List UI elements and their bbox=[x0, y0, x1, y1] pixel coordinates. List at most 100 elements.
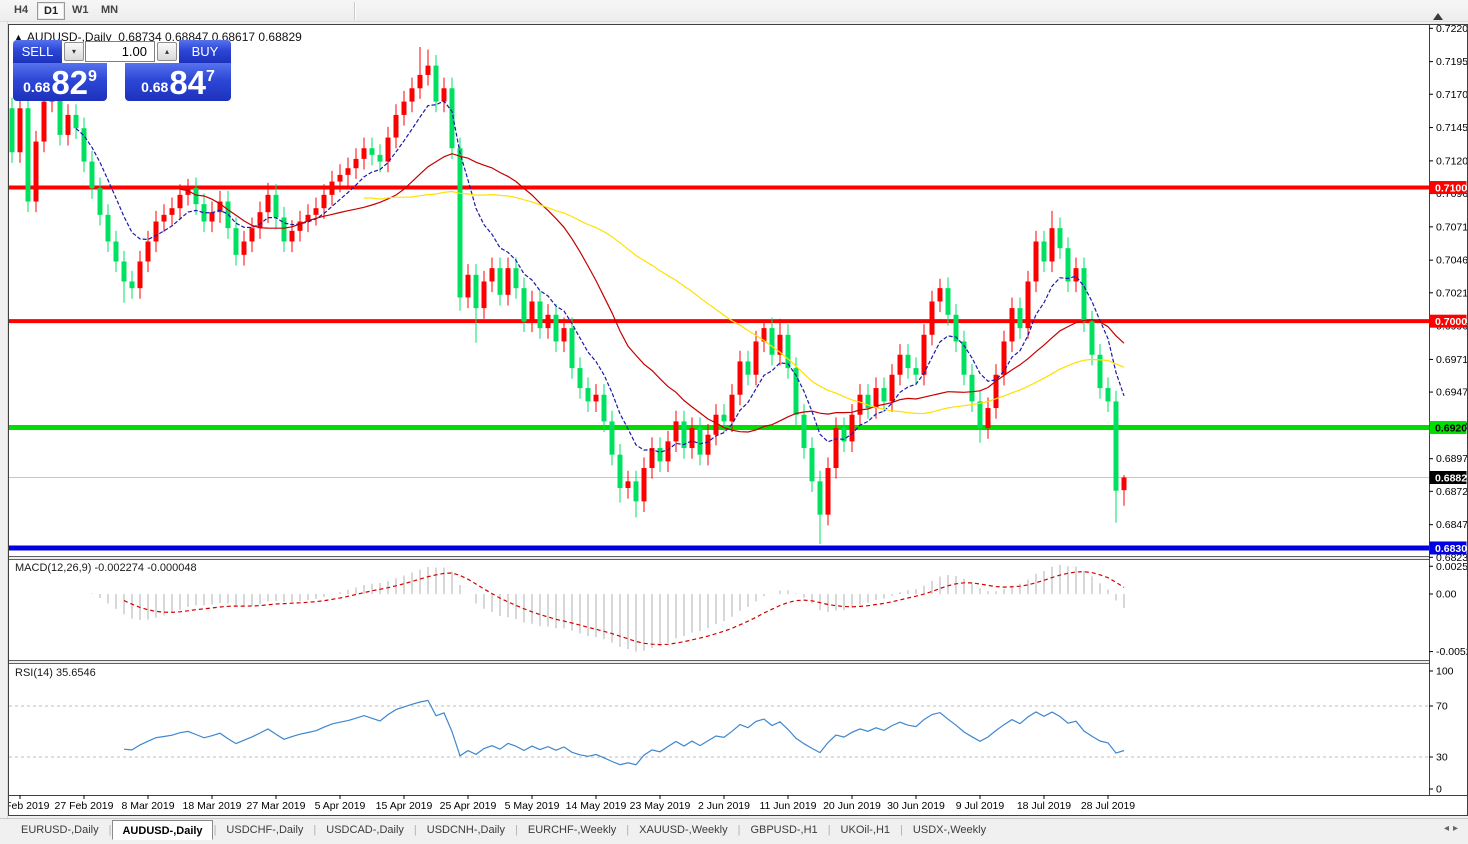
tabs-scroll-left-icon[interactable]: ◂ bbox=[1443, 823, 1453, 834]
svg-text:100: 100 bbox=[1436, 666, 1454, 678]
sell-price-big: 82 bbox=[51, 64, 89, 101]
window-left-edge bbox=[0, 22, 8, 840]
volume-decrease-button[interactable]: ▾ bbox=[64, 42, 84, 61]
svg-text:25 Apr 2019: 25 Apr 2019 bbox=[440, 800, 497, 812]
svg-text:30: 30 bbox=[1436, 752, 1448, 764]
sell-price-prefix: 0.68 bbox=[23, 79, 51, 95]
current-price-label bbox=[1429, 470, 1467, 484]
chart-tab-usdchfdaily[interactable]: USDCHF-,Daily bbox=[226, 824, 304, 836]
tab-separator: | bbox=[827, 824, 831, 836]
timeframe-toolbar: H4 D1 W1 MN bbox=[0, 0, 1468, 22]
tab-separator: | bbox=[626, 824, 630, 836]
svg-text:0.71455: 0.71455 bbox=[1436, 122, 1467, 134]
buy-price-button[interactable]: 0.68 84 7 bbox=[125, 63, 231, 101]
buy-price-prefix: 0.68 bbox=[141, 79, 169, 95]
hline-label-support-green bbox=[1429, 421, 1467, 435]
chart-area: 0.722000.719500.717050.714550.712050.709… bbox=[8, 24, 1468, 816]
timeframe-button-w1[interactable]: W1 bbox=[72, 4, 89, 16]
svg-text:27 Feb 2019: 27 Feb 2019 bbox=[55, 800, 114, 812]
chart-tab-audusddaily[interactable]: AUDUSD-,Daily bbox=[112, 820, 213, 840]
svg-text:0.68725: 0.68725 bbox=[1436, 486, 1467, 498]
svg-text:0.68230: 0.68230 bbox=[1436, 552, 1467, 564]
svg-text:0: 0 bbox=[1436, 784, 1442, 796]
svg-text:0.70215: 0.70215 bbox=[1436, 287, 1467, 299]
svg-text:0.71705: 0.71705 bbox=[1436, 89, 1467, 101]
hline-label-resistance-2 bbox=[1429, 314, 1467, 328]
timeframe-button-h4[interactable]: H4 bbox=[14, 4, 29, 16]
slow-ma-yellow bbox=[364, 190, 1125, 415]
timeframe-button-mn[interactable]: MN bbox=[101, 4, 119, 16]
svg-text:0.68829: 0.68829 bbox=[1435, 472, 1467, 484]
chart-tab-usdcnhdaily[interactable]: USDCNH-,Daily bbox=[426, 824, 505, 836]
tab-separator: | bbox=[213, 824, 217, 836]
svg-text:0.69204: 0.69204 bbox=[1435, 422, 1467, 434]
svg-text:8 Mar 2019: 8 Mar 2019 bbox=[121, 800, 174, 812]
chart-tab-eurusddaily[interactable]: EURUSD-,Daily bbox=[21, 824, 99, 836]
rsi-line bbox=[123, 699, 1125, 766]
svg-text:18 Mar 2019: 18 Mar 2019 bbox=[183, 800, 242, 812]
macd-indicator-label: MACD(12,26,9) -0.002274 -0.000048 bbox=[15, 562, 197, 574]
svg-text:0.002522: 0.002522 bbox=[1436, 561, 1467, 573]
candles-layer bbox=[9, 46, 1127, 544]
svg-text:14 May 2019: 14 May 2019 bbox=[566, 800, 627, 812]
chart-tabs-bar: EURUSD-,Daily | AUDUSD-,Daily | USDCHF-,Dail… bbox=[0, 818, 1468, 840]
axis-layer: 0.722000.719500.717050.714550.712050.709… bbox=[9, 25, 1467, 812]
svg-text:18 Feb 2019: 18 Feb 2019 bbox=[9, 800, 50, 812]
tab-separator: | bbox=[515, 824, 518, 836]
svg-text:0.71005: 0.71005 bbox=[1435, 182, 1467, 194]
mid-ma-red bbox=[179, 153, 1125, 433]
chart-tab-ukoilh1[interactable]: UKOil-,H1 bbox=[840, 824, 891, 836]
chart-tab-xauusdweekly[interactable]: XAUUSD-,Weekly bbox=[639, 824, 728, 836]
svg-text:70: 70 bbox=[1436, 701, 1448, 713]
svg-text:0.00: 0.00 bbox=[1436, 589, 1457, 601]
hline-label-support-blue bbox=[1429, 541, 1467, 555]
svg-text:0.70002: 0.70002 bbox=[1435, 316, 1467, 328]
chart-tab-usdxweekly[interactable]: USDX-,Weekly bbox=[912, 824, 987, 836]
hline-label-resistance-1 bbox=[1429, 181, 1467, 195]
tab-separator: | bbox=[413, 824, 417, 836]
chart-tab-gbpusdh1[interactable]: GBPUSD-,H1 bbox=[750, 824, 818, 836]
tab-separator: | bbox=[108, 824, 112, 836]
toolbar-separator bbox=[354, 2, 356, 20]
window-bottom-edge bbox=[0, 840, 1468, 844]
rsi-indicator-label: RSI(14) 35.6546 bbox=[15, 667, 96, 679]
moving-average-layer bbox=[75, 100, 1125, 453]
sell-price-button[interactable]: 0.68 82 9 bbox=[13, 63, 107, 101]
svg-text:0.68475: 0.68475 bbox=[1436, 519, 1467, 531]
svg-text:11 Jun 2019: 11 Jun 2019 bbox=[759, 800, 816, 812]
macd-signal-line bbox=[123, 571, 1125, 646]
tab-separator: | bbox=[737, 824, 741, 836]
svg-text:18 Jul 2019: 18 Jul 2019 bbox=[1017, 800, 1071, 812]
hline-layer bbox=[9, 185, 1429, 551]
buy-price-pip: 7 bbox=[206, 68, 215, 85]
one-click-trade-panel: SELL ▾ 1.00 ▴ BUY 0.68 82 9 0.68 84 7 bbox=[13, 40, 231, 101]
chart-tab-eurchfweekly[interactable]: EURCHF-,Weekly bbox=[527, 824, 617, 836]
svg-text:-0.005234: -0.005234 bbox=[1436, 646, 1467, 658]
svg-text:0.69715: 0.69715 bbox=[1436, 354, 1467, 366]
symbol-marker-icon: ▲ bbox=[14, 32, 23, 42]
svg-text:23 May 2019: 23 May 2019 bbox=[630, 800, 691, 812]
volume-input[interactable]: 1.00 bbox=[85, 41, 155, 62]
chart-tab-usdcaddaily[interactable]: USDCAD-,Daily bbox=[326, 824, 404, 836]
svg-text:28 Jul 2019: 28 Jul 2019 bbox=[1081, 800, 1135, 812]
timeframe-button-d1[interactable]: D1 bbox=[37, 2, 66, 20]
indicator-layer bbox=[91, 565, 1125, 766]
tabs-scroll-arrows[interactable]: ◂▸ bbox=[1444, 823, 1462, 834]
sell-button[interactable]: SELL bbox=[13, 40, 62, 63]
volume-increase-button[interactable]: ▴ bbox=[157, 42, 177, 61]
tabs-scroll-right-icon[interactable]: ▸ bbox=[1452, 823, 1462, 834]
svg-text:27 Mar 2019: 27 Mar 2019 bbox=[247, 800, 306, 812]
buy-button[interactable]: BUY bbox=[179, 40, 231, 63]
svg-text:2 Jun 2019: 2 Jun 2019 bbox=[698, 800, 750, 812]
svg-text:20 Jun 2019: 20 Jun 2019 bbox=[823, 800, 881, 812]
svg-text:15 Apr 2019: 15 Apr 2019 bbox=[376, 800, 433, 812]
